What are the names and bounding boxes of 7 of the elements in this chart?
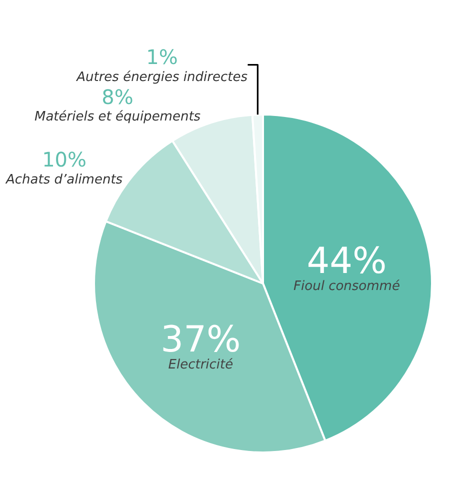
- slice-label: Matériels et équipements: [34, 110, 201, 125]
- data-label: 10%: [42, 148, 87, 172]
- data-label: 1%: [146, 44, 178, 69]
- data-label: 8%: [102, 84, 134, 109]
- slice-label: Achats d’aliments: [4, 172, 123, 188]
- slice-label: Autres énergies indirectes: [76, 70, 248, 85]
- slice-label: Electricité: [168, 357, 234, 372]
